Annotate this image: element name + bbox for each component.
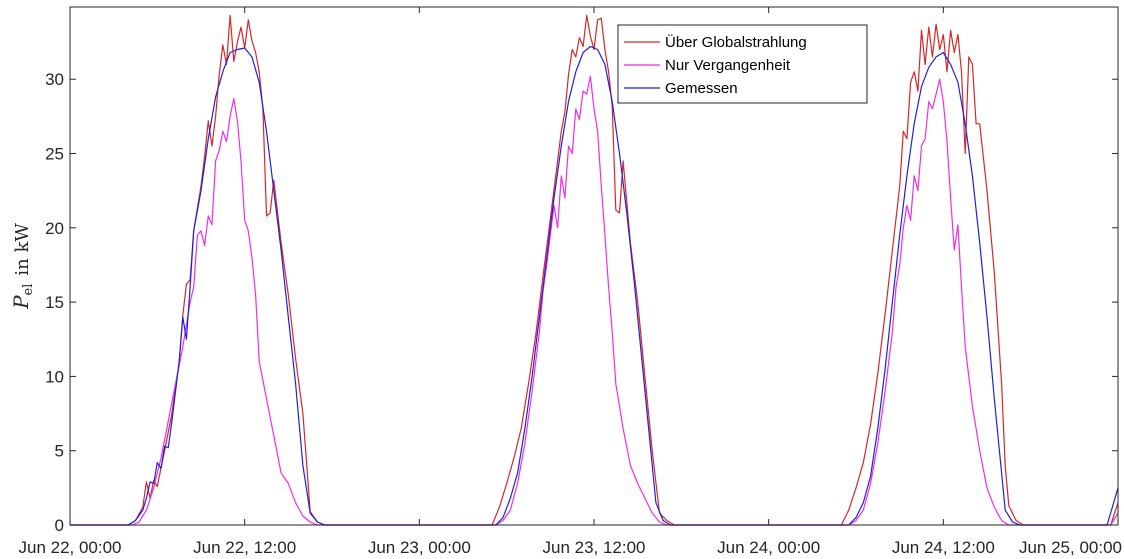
series-layer	[70, 14, 1119, 526]
y-tick-label: 5	[55, 442, 64, 461]
series-line-globalstrahlung	[70, 14, 1119, 526]
y-axis-label-unit: in kW	[12, 223, 33, 276]
y-tick-label: 10	[45, 367, 64, 386]
svg-text:Pelin kW: Pel in kW	[9, 223, 36, 310]
x-tick-label: Jun 23, 00:00	[368, 538, 471, 557]
y-tick-label: 30	[45, 70, 64, 89]
y-tick-label: 0	[55, 516, 64, 535]
y-tick-label: 15	[45, 293, 64, 312]
x-tick-label: Jun 25, 00:00	[1019, 538, 1122, 557]
legend: Über Globalstrahlung Nur Vergangenheit G…	[617, 24, 868, 104]
series-line-gemessen	[70, 45, 1119, 526]
x-tick-label: Jun 24, 12:00	[892, 538, 995, 557]
y-axis-label-subscript: el	[21, 284, 36, 296]
x-tick-label: Jun 22, 00:00	[18, 538, 121, 557]
legend-label-gemessen: Gemessen	[665, 80, 738, 97]
series-line-vergangenheit	[70, 75, 1119, 526]
legend-label-vergangenheit: Nur Vergangenheit	[665, 57, 791, 74]
y-axis-label-symbol: P	[9, 295, 33, 310]
y-tick-label: 25	[45, 145, 64, 164]
x-tick-label: Jun 23, 12:00	[542, 538, 645, 557]
axis-ticks: 0 5 10 15 20 25 30 Jun 22, 00:00 Jun 22, 12:00 Ju…	[18, 7, 1122, 557]
x-tick-label: Jun 24, 00:00	[717, 538, 820, 557]
y-tick-label: 20	[45, 219, 64, 238]
legend-box	[617, 24, 868, 104]
legend-label-globalstrahlung: Über Globalstrahlung	[665, 33, 807, 51]
x-tick-label: Jun 22, 12:00	[193, 538, 296, 557]
y-axis-label: Pel in kW	[9, 223, 36, 310]
